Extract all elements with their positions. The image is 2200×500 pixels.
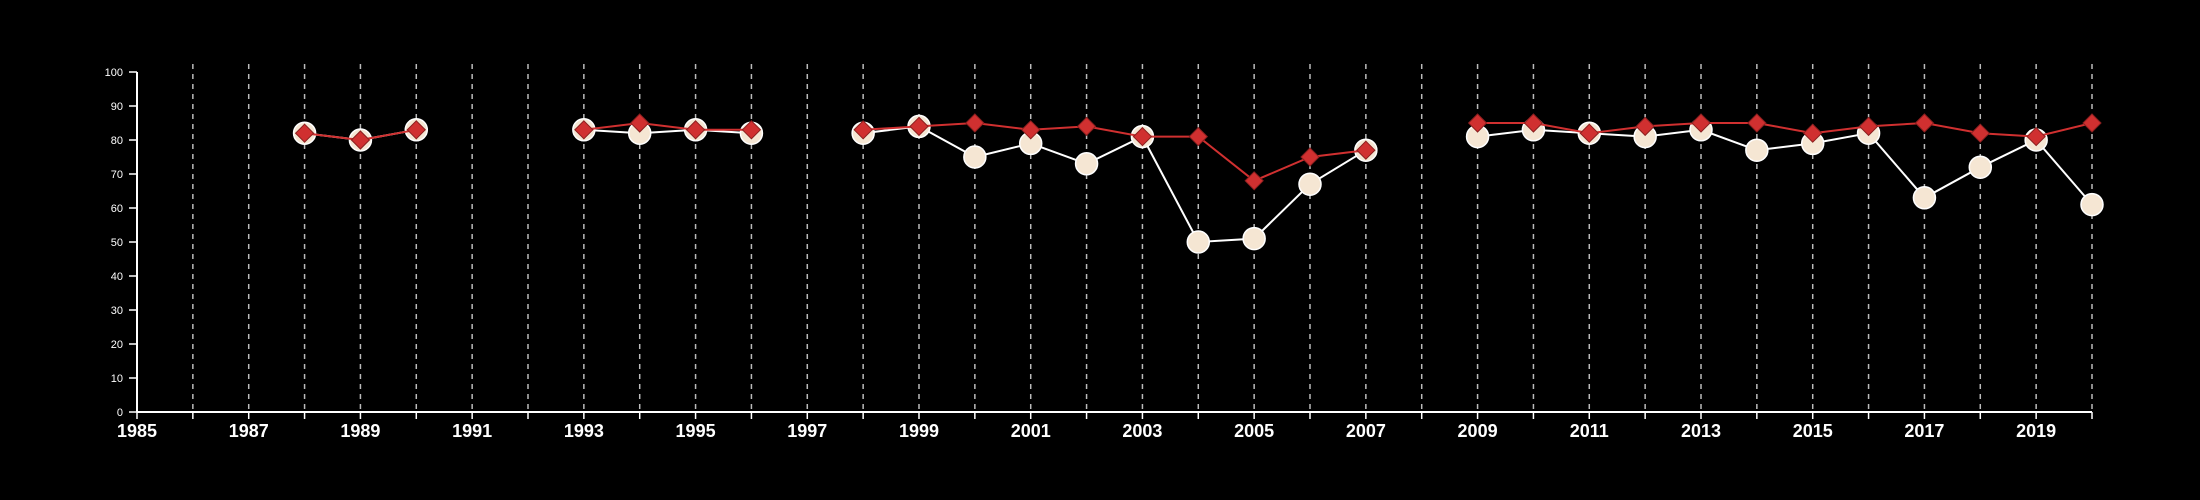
x-tick-label: 1999	[899, 421, 939, 441]
x-tick-label: 1993	[564, 421, 604, 441]
x-tick-label: 1989	[340, 421, 380, 441]
y-tick-label: 80	[111, 135, 123, 147]
data-point-circle	[1969, 156, 1991, 178]
y-tick-label: 30	[111, 305, 123, 317]
x-tick-label: 1985	[117, 421, 157, 441]
x-tick-label: 2005	[1234, 421, 1274, 441]
data-point-circle	[1299, 173, 1321, 195]
grid-layer	[193, 64, 2092, 412]
series-line-diamond	[1478, 123, 2092, 137]
axes: 0 10 20 30 40 50 60 70 80 90 100 1985 1987 1989 1991 19…	[105, 67, 2092, 441]
data-point-diamond	[1915, 114, 1933, 132]
y-tick-label: 60	[111, 203, 123, 215]
data-point-circle	[1243, 228, 1265, 250]
data-point-diamond	[2083, 114, 2101, 132]
series-line-diamond	[584, 123, 752, 130]
data-point-circle	[1187, 231, 1209, 253]
y-tick-label: 20	[111, 339, 123, 351]
x-tick-label: 2015	[1793, 421, 1833, 441]
x-tick-label: 2003	[1122, 421, 1162, 441]
x-tick-label: 1991	[452, 421, 492, 441]
x-tick-label: 1997	[787, 421, 827, 441]
data-point-diamond	[1245, 172, 1263, 190]
y-tick-label: 100	[105, 67, 123, 79]
x-tick-label: 2007	[1346, 421, 1386, 441]
data-point-circle	[1913, 187, 1935, 209]
x-tick-label: 2013	[1681, 421, 1721, 441]
x-tick-label: 2017	[1904, 421, 1944, 441]
data-point-circle	[964, 146, 986, 168]
series-line-diamond	[863, 123, 1366, 181]
y-tick-label: 70	[111, 169, 123, 181]
series-line-circle	[863, 126, 1366, 242]
data-point-circle	[2081, 194, 2103, 216]
y-tick-label: 10	[111, 373, 123, 385]
y-tick-label: 40	[111, 271, 123, 283]
data-point-diamond	[1748, 114, 1766, 132]
data-point-diamond	[1078, 117, 1096, 135]
data-point-circle	[1076, 153, 1098, 175]
data-point-diamond	[1301, 148, 1319, 166]
y-tick-label: 0	[117, 407, 123, 419]
series-line-circle	[1478, 130, 2092, 205]
data-point-diamond	[1189, 128, 1207, 146]
x-tick-label: 2009	[1458, 421, 1498, 441]
x-tick-label: 2019	[2016, 421, 2056, 441]
data-point-diamond	[1971, 124, 1989, 142]
series-layer	[294, 114, 2103, 253]
y-tick-label: 50	[111, 237, 123, 249]
data-point-diamond	[966, 114, 984, 132]
data-point-circle	[1746, 139, 1768, 161]
x-tick-label: 1995	[676, 421, 716, 441]
x-tick-label: 2011	[1570, 421, 1609, 441]
x-tick-label: 1987	[229, 421, 269, 441]
x-tick-label: 2001	[1011, 421, 1051, 441]
y-tick-label: 90	[111, 101, 123, 113]
